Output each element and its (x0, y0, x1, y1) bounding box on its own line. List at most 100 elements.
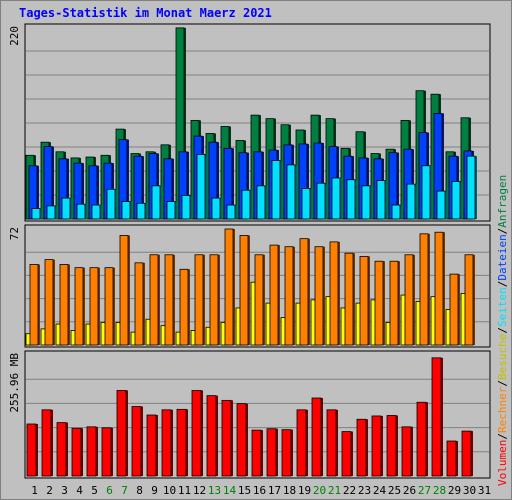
day-tick-label: 15 (238, 484, 251, 497)
legend-rechner: Rechner (496, 386, 509, 433)
kbytes-bar (116, 390, 127, 477)
day-tick-label: 19 (298, 484, 311, 497)
seiten-bar (241, 189, 251, 220)
legend-dateien: Dateien (496, 234, 509, 280)
day-tick-label: 26 (403, 484, 416, 497)
kbytes-bar (296, 409, 307, 477)
seiten-bar (61, 197, 71, 220)
day-tick-label: 2 (46, 484, 53, 497)
day-tick-label: 5 (91, 484, 98, 497)
rechner-bar (299, 238, 309, 346)
kbytes-bar (401, 426, 412, 477)
seiten-bar (151, 185, 161, 220)
rechner-bar (404, 254, 414, 346)
panel-1-max-label: 220 (8, 26, 21, 46)
kbytes-bar (176, 408, 187, 477)
day-tick-label: 22 (343, 484, 356, 497)
legend-kbytes: Volumen (496, 440, 509, 486)
day-tick-label: 28 (433, 484, 446, 497)
rechner-bar (254, 254, 264, 346)
rechner-bar (419, 233, 429, 346)
rechner-bar (344, 252, 354, 346)
seiten-bar (106, 188, 116, 220)
kbytes-bar (311, 397, 322, 477)
rechner-bar (164, 254, 174, 346)
day-tick-label: 1 (31, 484, 38, 497)
panel-2-max-label: 72 (8, 227, 21, 240)
rechner-bar (29, 264, 39, 346)
rechner-bar (179, 268, 189, 346)
day-tick-label: 30 (463, 484, 476, 497)
legend-seiten: Seiten (496, 287, 509, 327)
rechner-bar (329, 241, 339, 346)
day-tick-label: 16 (253, 484, 266, 497)
seiten-bar (346, 179, 356, 220)
rechner-bar (224, 228, 234, 346)
day-tick-label: 10 (163, 484, 176, 497)
day-tick-label: 6 (106, 484, 113, 497)
legend-besuche: Besuche (496, 334, 509, 380)
rechner-bar (284, 246, 294, 346)
rechner-bar (194, 254, 204, 346)
rechner-bar (314, 246, 324, 346)
seiten-bar (421, 165, 431, 220)
rechner-bar (449, 273, 459, 346)
kbytes-bar (326, 409, 337, 477)
kbytes-bar (206, 395, 217, 477)
day-tick-label: 23 (358, 484, 371, 497)
seiten-bar (271, 160, 281, 220)
seiten-bar (256, 185, 266, 220)
day-tick-label: 25 (388, 484, 401, 497)
kbytes-bar (341, 431, 352, 477)
chart-title: Tages-Statistik im Monat Maerz 2021 (19, 6, 272, 20)
kbytes-bar (161, 409, 172, 477)
kbytes-bar (266, 428, 277, 477)
seiten-bar (316, 182, 326, 220)
day-tick-label: 14 (223, 484, 237, 497)
kbytes-bar (446, 440, 457, 477)
day-tick-label: 17 (268, 484, 281, 497)
day-tick-label: 8 (136, 484, 143, 497)
seiten-bar (136, 202, 146, 220)
rechner-bar (134, 262, 144, 346)
kbytes-bar (86, 426, 97, 477)
seiten-bar (76, 203, 86, 220)
day-tick-label: 20 (313, 484, 326, 497)
kbytes-bar (371, 415, 382, 477)
day-tick-label: 31 (478, 484, 491, 497)
seiten-bar (376, 180, 386, 220)
seiten-bar (211, 197, 221, 220)
rechner-bar (269, 244, 279, 346)
day-tick-label: 13 (208, 484, 221, 497)
kbytes-bar (191, 390, 202, 477)
kbytes-bar (26, 423, 37, 477)
seiten-bar (451, 181, 461, 220)
day-tick-label: 11 (178, 484, 191, 497)
legend-separator: / (496, 228, 509, 235)
legend-separator: / (496, 327, 509, 334)
rechner-bar (359, 255, 369, 346)
rechner-bar (89, 267, 99, 346)
kbytes-bar (236, 403, 247, 477)
rechner-bar (374, 260, 384, 346)
kbytes-bar (131, 406, 142, 477)
seiten-bar (46, 205, 56, 220)
kbytes-bar (71, 427, 82, 477)
day-tick-label: 7 (121, 484, 128, 497)
day-tick-label: 29 (448, 484, 461, 497)
seiten-bar (181, 195, 191, 220)
seiten-bar (331, 177, 341, 220)
kbytes-bar (56, 422, 67, 477)
seiten-bar (121, 201, 131, 220)
seiten-bar (196, 154, 206, 220)
kbytes-bar (386, 415, 397, 477)
seiten-bar (166, 201, 176, 220)
day-tick-label: 18 (283, 484, 296, 497)
day-tick-label: 24 (373, 484, 387, 497)
seiten-bar (466, 155, 476, 220)
legend-separator: / (496, 433, 509, 440)
seiten-bar (391, 204, 401, 220)
kbytes-bar (146, 414, 157, 477)
kbytes-bar (101, 427, 112, 477)
